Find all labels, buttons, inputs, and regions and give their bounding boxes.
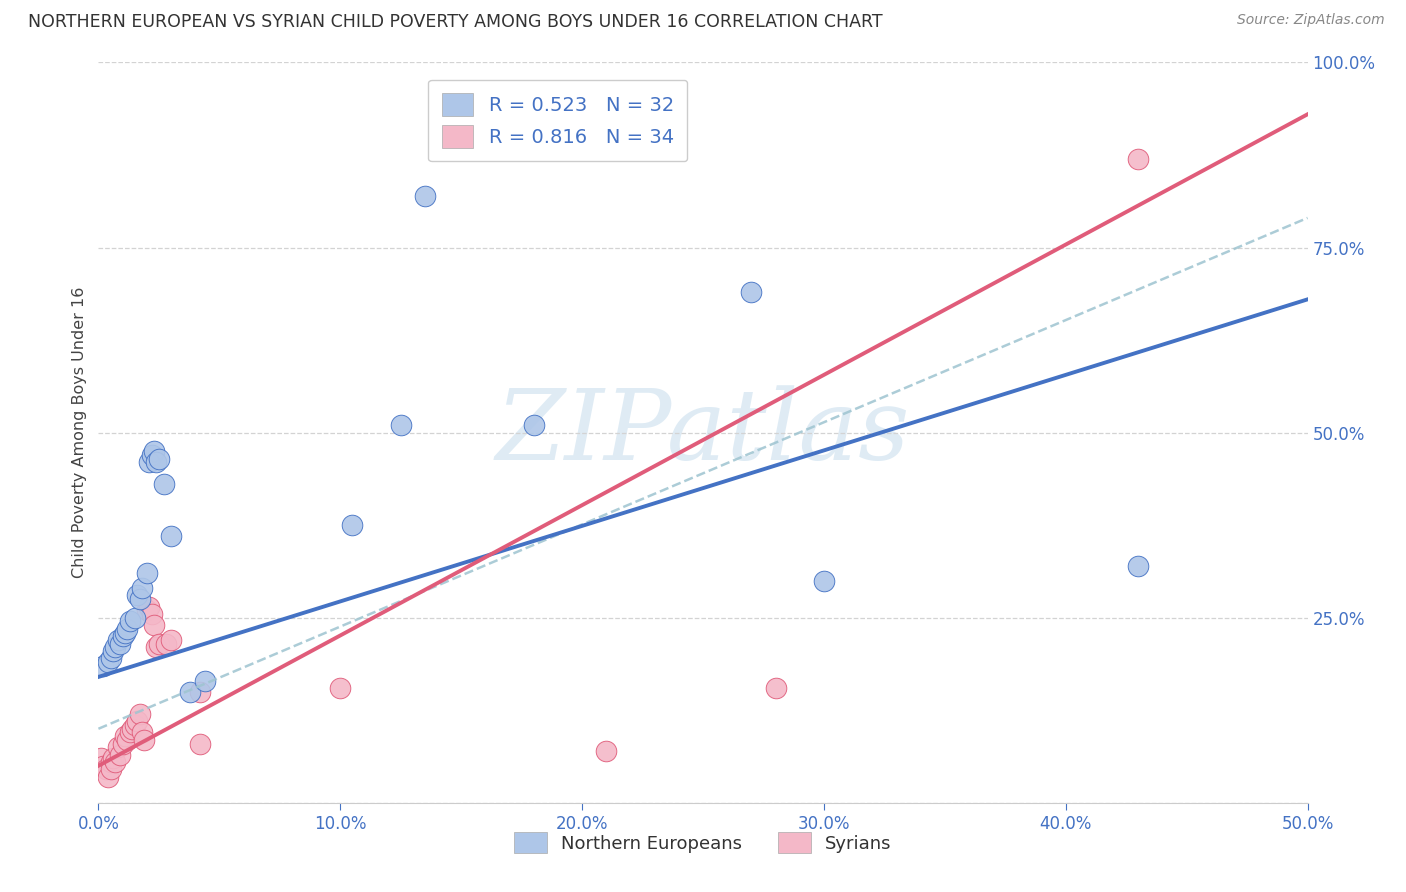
Point [141, 448, 163, 462]
Point [111, 629, 134, 643]
Point [127, 714, 149, 729]
Point [114, 625, 136, 640]
Point [91, 658, 114, 673]
Point [97, 655, 120, 669]
Point [117, 622, 139, 636]
Point [1128, 558, 1150, 573]
Point [114, 729, 136, 743]
Point [97, 770, 120, 784]
Point [121, 722, 143, 736]
Point [813, 574, 835, 588]
Point [160, 529, 183, 543]
Point [131, 725, 153, 739]
Point [138, 455, 160, 469]
Point [111, 737, 134, 751]
Point [595, 744, 617, 758]
Point [118, 725, 141, 739]
Point [124, 610, 146, 624]
Point [100, 755, 122, 769]
Point [135, 566, 157, 581]
Point [108, 747, 131, 762]
Point [145, 455, 167, 469]
Text: NORTHERN EUROPEAN VS SYRIAN CHILD POVERTY AMONG BOYS UNDER 16 CORRELATION CHART: NORTHERN EUROPEAN VS SYRIAN CHILD POVERT… [28, 13, 883, 31]
Point [740, 285, 762, 299]
Point [160, 632, 183, 647]
Point [138, 599, 160, 614]
Y-axis label: Child Poverty Among Boys Under 16: Child Poverty Among Boys Under 16 [72, 287, 87, 578]
Point [179, 685, 201, 699]
Text: Source: ZipAtlas.com: Source: ZipAtlas.com [1237, 13, 1385, 28]
Point [143, 444, 166, 458]
Point [94, 763, 117, 777]
Text: ZIPatlas: ZIPatlas [496, 385, 910, 480]
Point [135, 603, 157, 617]
Point [148, 637, 170, 651]
Point [148, 451, 170, 466]
Point [90, 751, 112, 765]
Point [155, 637, 177, 651]
Point [329, 681, 352, 695]
Point [128, 592, 150, 607]
Point [523, 418, 546, 433]
Point [188, 737, 211, 751]
Point [145, 640, 167, 655]
Point [104, 640, 127, 655]
Point [101, 644, 124, 658]
Point [134, 732, 156, 747]
Point [108, 637, 131, 651]
Point [1128, 152, 1150, 166]
Point [127, 589, 149, 603]
Point [100, 651, 122, 665]
Point [107, 740, 129, 755]
Point [152, 477, 174, 491]
Point [194, 673, 217, 688]
Point [765, 681, 787, 695]
Point [117, 732, 139, 747]
Point [131, 581, 153, 595]
Point [118, 615, 141, 629]
Point [128, 706, 150, 721]
Point [188, 685, 211, 699]
Point [100, 763, 122, 777]
Point [104, 755, 127, 769]
Point [124, 718, 146, 732]
Point [143, 618, 166, 632]
Point [101, 751, 124, 765]
Point [413, 188, 436, 202]
Point [141, 607, 163, 621]
Point [342, 518, 364, 533]
Legend: Northern Europeans, Syrians: Northern Europeans, Syrians [508, 825, 898, 861]
Point [389, 418, 412, 433]
Point [91, 758, 114, 772]
Point [107, 632, 129, 647]
